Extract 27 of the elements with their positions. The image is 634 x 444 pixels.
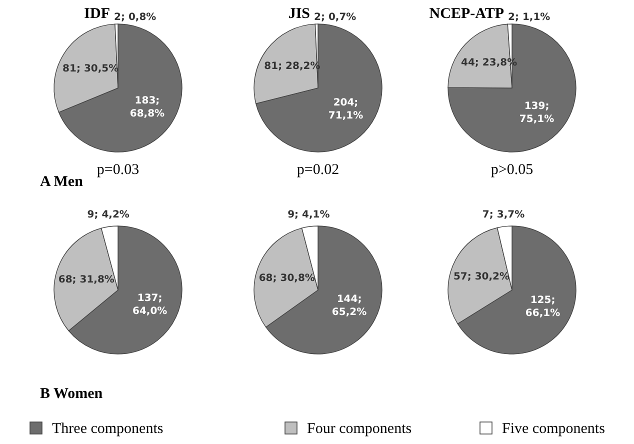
data-label: 9; 4,2% (87, 210, 130, 221)
text: A Men (40, 174, 84, 190)
data-label: 68; 31,8% (58, 274, 114, 286)
text: B Women (40, 386, 104, 402)
data-label: 2; 0,8% (114, 12, 156, 23)
data-label: 68; 30,8% (258, 272, 315, 284)
pie-slice (448, 24, 576, 152)
chart-title: JIS (288, 6, 310, 22)
data-label: 144; 65,2% (332, 294, 367, 318)
chart-title: NCEP-ATP (429, 6, 504, 22)
data-label: 183; 68,8% (130, 96, 165, 120)
data-label: 2; 1,1% (508, 12, 550, 23)
data-label: 9; 4,1% (288, 210, 330, 221)
data-label: 139; 75,1% (519, 100, 554, 125)
legend-label: Four components (307, 421, 412, 437)
legend-label: Three components (52, 421, 164, 437)
text: p>0.05 (490, 162, 534, 178)
data-label: 2; 0,7% (314, 12, 356, 23)
legend-label: Five components (502, 421, 606, 437)
pie-slice (256, 24, 382, 152)
data-label: 137; 64,0% (132, 293, 168, 318)
data-label: 125; 66,1% (525, 295, 560, 320)
data-label: 204; 71,1% (328, 98, 364, 122)
data-label: 7; 3,7% (482, 209, 525, 220)
chart-title: IDF (84, 6, 110, 22)
text: p=0.03 (96, 162, 140, 178)
text: p=0.02 (296, 162, 340, 178)
